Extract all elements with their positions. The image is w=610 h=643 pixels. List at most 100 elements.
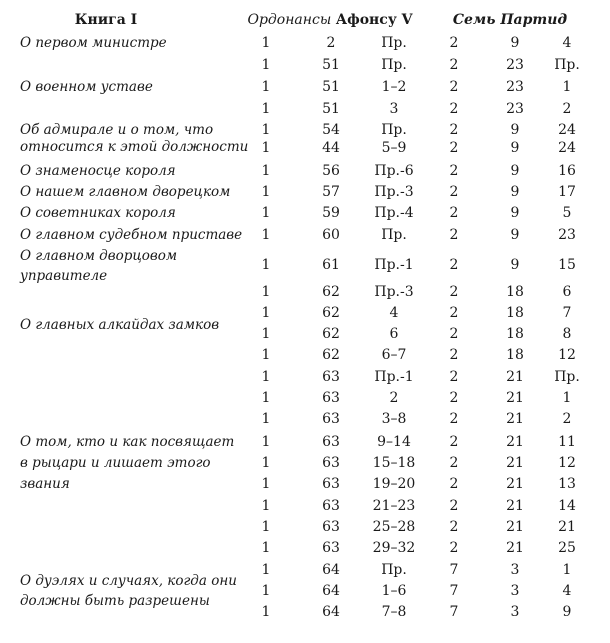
cell-col-6: 17 [558,184,576,200]
cell-col-3: Пр. [381,227,407,243]
section-label: О главных алкайдах замков [20,317,220,333]
cell-col-2: 51 [322,101,340,117]
cell-col-1: 1 [261,79,271,95]
cell-col-3: 21–23 [372,498,416,514]
cell-col-6: 5 [562,205,572,221]
header-ordinances-rest: Афонсу V [335,12,413,28]
cell-col-4: 2 [449,347,459,363]
section-label: О нашем главном дворецком [20,184,231,200]
cell-col-2: 62 [322,326,340,342]
cell-col-3: 6 [389,326,399,342]
cell-col-5: 18 [506,326,524,342]
cell-col-6: 14 [558,498,576,514]
cell-col-4: 2 [449,305,459,321]
cell-col-3: Пр. [381,562,407,578]
cell-col-3: 7–8 [381,604,407,620]
cell-col-1: 1 [261,57,271,73]
cell-col-3: 3 [389,101,399,117]
cell-col-1: 1 [261,562,271,578]
cell-col-6: 9 [562,604,572,620]
cell-col-1: 1 [261,411,271,427]
cell-col-4: 2 [449,140,459,156]
cell-col-4: 2 [449,390,459,406]
cell-col-1: 1 [261,140,271,156]
cell-col-1: 1 [261,434,271,450]
cell-col-4: 2 [449,411,459,427]
cell-col-2: 62 [322,284,340,300]
cell-col-2: 56 [322,163,340,179]
cell-col-5: 21 [506,411,524,427]
cell-col-5: 9 [510,163,520,179]
section-label: О главном дворцовом [20,248,178,264]
cell-col-3: 25–28 [372,519,416,535]
cell-col-5: 21 [506,476,524,492]
cell-col-6: 2 [562,411,572,427]
cell-col-1: 1 [261,326,271,342]
cell-col-4: 2 [449,540,459,556]
cell-col-3: 9–14 [377,434,411,450]
cell-col-1: 1 [261,101,271,117]
cell-col-6: 6 [562,284,572,300]
section-label: должны быть разрешены [20,593,210,609]
cell-col-5: 21 [506,390,524,406]
cell-col-6: 7 [562,305,572,321]
cell-col-5: 21 [506,498,524,514]
cell-col-5: 23 [506,79,524,95]
cell-col-5: 9 [510,122,520,138]
cell-col-5: 18 [506,284,524,300]
header-ordinances-italic: Ордонансы [247,12,332,28]
cell-col-4: 2 [449,519,459,535]
cell-col-1: 1 [261,35,271,51]
cell-col-6: 13 [558,476,576,492]
section-label: О главном судебном приставе [20,227,243,243]
cell-col-5: 3 [510,562,520,578]
cell-col-4: 2 [449,101,459,117]
header-book: Книга I [74,12,138,28]
cell-col-6: 23 [558,227,576,243]
cell-col-3: 4 [389,305,399,321]
section-label: О советниках короля [20,205,176,221]
cell-col-5: 23 [506,57,524,73]
cell-col-6: 4 [562,583,572,599]
cell-col-2: 61 [322,257,340,273]
cell-col-5: 18 [506,347,524,363]
cell-col-2: 63 [322,498,340,514]
cell-col-4: 7 [449,583,459,599]
section-label: относится к этой должности [20,139,249,155]
cell-col-3: Пр.-3 [374,184,414,200]
cell-col-4: 2 [449,476,459,492]
header-ordinances: Ордонансы Афонсу V [247,11,412,29]
cell-col-1: 1 [261,122,271,138]
cell-col-4: 7 [449,562,459,578]
cell-col-1: 1 [261,163,271,179]
cell-col-6: 12 [558,347,576,363]
cell-col-4: 2 [449,498,459,514]
cell-col-1: 1 [261,347,271,363]
cell-col-1: 1 [261,476,271,492]
cell-col-5: 21 [506,519,524,535]
cell-col-6: 8 [562,326,572,342]
cell-col-6: 16 [558,163,576,179]
cell-col-5: 9 [510,140,520,156]
cell-col-1: 1 [261,455,271,471]
cell-col-3: 19–20 [372,476,416,492]
cell-col-3: 3–8 [381,411,407,427]
cell-col-5: 9 [510,205,520,221]
cell-col-4: 2 [449,205,459,221]
cell-col-1: 1 [261,540,271,556]
cell-col-1: 1 [261,498,271,514]
cell-col-4: 2 [449,79,459,95]
cell-col-3: Пр.-4 [374,205,414,221]
cell-col-2: 62 [322,347,340,363]
cell-col-4: 2 [449,326,459,342]
cell-col-6: 2 [562,101,572,117]
cell-col-2: 63 [322,455,340,471]
cell-col-6: 4 [562,35,572,51]
cell-col-6: 11 [558,434,576,450]
cell-col-3: Пр.-6 [374,163,414,179]
cell-col-2: 63 [322,434,340,450]
cell-col-4: 7 [449,604,459,620]
cell-col-2: 60 [322,227,340,243]
cell-col-5: 3 [510,583,520,599]
